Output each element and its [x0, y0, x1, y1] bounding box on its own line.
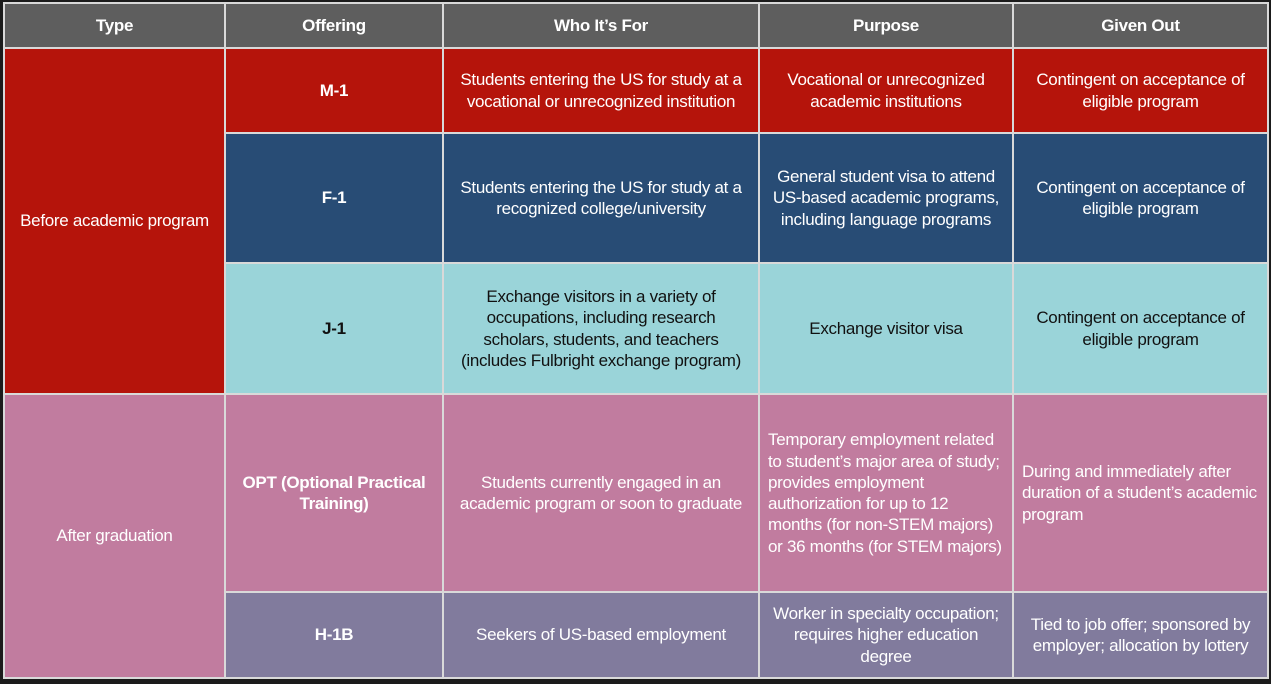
header-offering: Offering	[224, 2, 444, 49]
offering-cell: F-1	[224, 132, 444, 264]
who-cell: Students currently engaged in an academi…	[442, 393, 760, 593]
given-cell: Contingent on acceptance of eligible pro…	[1012, 132, 1269, 264]
purpose-cell: Worker in specialty occupation; requires…	[758, 591, 1014, 679]
group-before-academic: Before academic program	[3, 47, 226, 395]
given-cell: Tied to job offer; sponsored by employer…	[1012, 591, 1269, 679]
who-cell: Students entering the US for study at a …	[442, 47, 760, 134]
given-cell: During and immediately after duration of…	[1012, 393, 1269, 593]
group-after-graduation: After graduation	[3, 393, 226, 679]
header-purpose: Purpose	[758, 2, 1014, 49]
offering-cell: J-1	[224, 262, 444, 395]
purpose-cell: General student visa to attend US-based …	[758, 132, 1014, 264]
table-row: After graduation OPT (Optional Practical…	[3, 393, 1269, 679]
table-row: J-1 Exchange visitors in a variety of oc…	[4, 262, 1269, 395]
table-row: Before academic program M-1 Students ent…	[3, 47, 1269, 395]
purpose-cell: Vocational or unrecognized academic inst…	[758, 47, 1014, 134]
header-type: Type	[3, 2, 226, 49]
who-cell: Seekers of US-based employment	[442, 591, 760, 679]
offering-cell: OPT (Optional Practical Training)	[224, 393, 444, 593]
offering-cell: M-1	[224, 47, 444, 134]
table-row: F-1 Students entering the US for study a…	[4, 132, 1269, 264]
who-cell: Students entering the US for study at a …	[442, 132, 760, 264]
visa-comparison-table: Type Offering Who It’s For Purpose Given…	[3, 2, 1269, 679]
offering-cell: H-1B	[224, 591, 444, 679]
given-cell: Contingent on acceptance of eligible pro…	[1012, 47, 1269, 134]
purpose-cell: Temporary employment related to student’…	[758, 393, 1014, 593]
given-cell: Contingent on acceptance of eligible pro…	[1012, 262, 1269, 395]
table-row: H-1B Seekers of US-based employment Work…	[4, 591, 1269, 679]
purpose-cell: Exchange visitor visa	[758, 262, 1014, 395]
header-who: Who It’s For	[442, 2, 760, 49]
who-cell: Exchange visitors in a variety of occupa…	[442, 262, 760, 395]
header-row: Type Offering Who It’s For Purpose Given…	[3, 2, 1269, 49]
header-given: Given Out	[1012, 2, 1269, 49]
